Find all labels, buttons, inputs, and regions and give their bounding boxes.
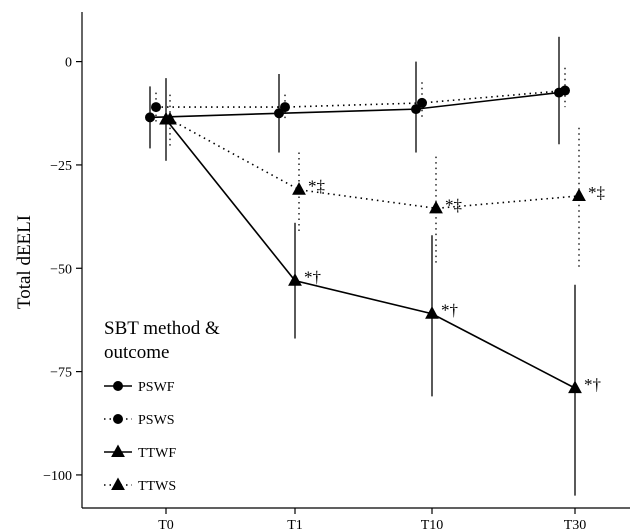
series-line [165,118,576,389]
legend-title: SBT method & [104,318,220,339]
data-point [425,306,439,319]
data-point [417,97,427,108]
significance-annotation: *‡ [445,195,462,214]
legend: SBT method & outcome PSWF PSWS TTWF TTWS [104,318,220,494]
legend-label: TTWS [138,479,176,494]
legend-item-pswf: PSWF [104,380,175,395]
series-ttwf: *† *† *† [159,78,601,496]
data-point [288,273,302,286]
y-ticks: 0 −25 −50 −75 −100 [43,56,82,484]
y-tick-label: 0 [65,56,72,71]
legend-swatch-marker [113,414,123,424]
legend-label: PSWF [138,380,175,395]
data-point [429,200,443,214]
data-point [274,108,284,119]
data-point [568,380,582,394]
series-pswf [145,36,564,153]
series-ttws: *‡ *‡ *‡ [163,94,605,269]
legend-swatch-marker [111,444,125,458]
series-line [169,118,580,210]
significance-annotation: *‡ [308,177,325,196]
y-tick-label: −75 [50,366,72,381]
legend-swatch-marker [111,477,125,491]
x-tick-label: T30 [564,518,587,532]
data-point [151,102,161,113]
data-point [163,111,177,125]
data-point [280,102,290,113]
data-point [411,104,421,115]
data-point [145,112,155,123]
x-ticks: T0 T1 T10 T30 [158,508,586,532]
series-line [149,91,560,119]
data-point [560,85,570,96]
significance-annotation: *‡ [588,183,605,202]
y-axis-title: Total dEELI [14,215,35,309]
significance-annotation: *† [441,301,458,320]
x-tick-label: T1 [287,518,303,532]
legend-label: TTWF [138,446,176,461]
x-tick-label: T0 [158,518,174,532]
legend-item-psws: PSWS [104,413,175,428]
y-tick-label: −100 [43,469,72,484]
y-tick-label: −50 [50,262,72,277]
y-tick-label: −25 [50,159,72,174]
legend-item-ttws: TTWS [104,477,176,494]
legend-swatch-marker [113,381,123,391]
significance-annotation: *† [304,268,321,287]
plot-frame [81,12,630,509]
series-psws [151,67,570,122]
series-layer: *† *† *† *‡ *‡ *‡ [145,36,605,496]
significance-annotation: *† [584,375,601,394]
data-point [292,182,306,195]
data-point [572,188,586,201]
legend-label: PSWS [138,413,175,428]
legend-title: outcome [104,342,169,363]
legend-item-ttwf: TTWF [104,444,176,461]
x-tick-label: T10 [421,518,444,532]
